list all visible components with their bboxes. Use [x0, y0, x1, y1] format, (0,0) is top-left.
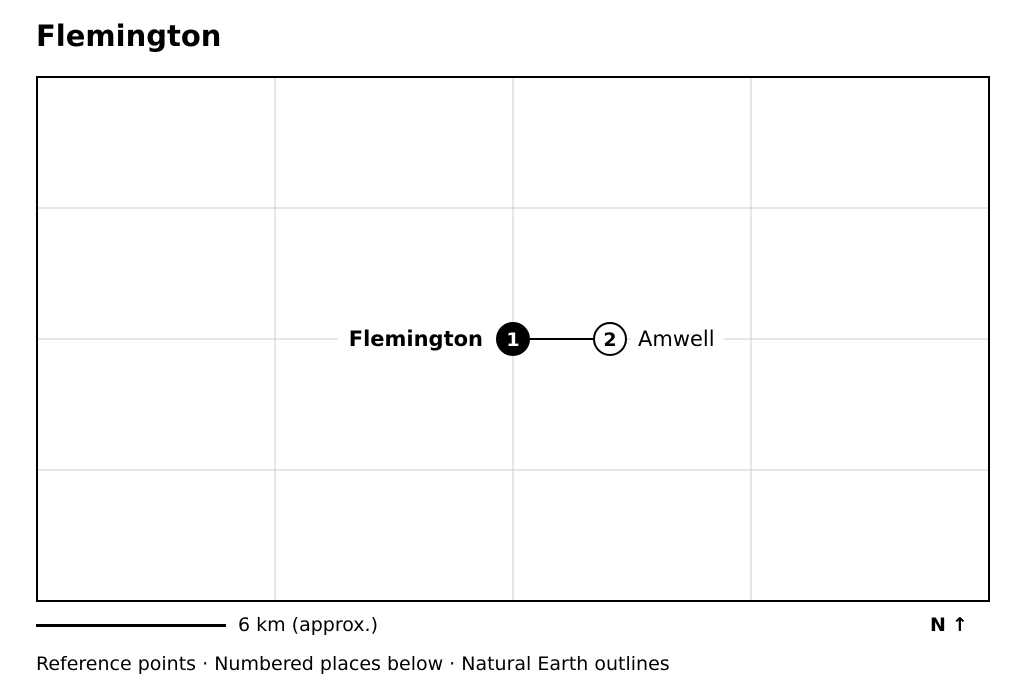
north-indicator: N ↑ — [930, 612, 968, 638]
page-title: Flemington — [36, 19, 222, 53]
label-halo — [338, 322, 498, 356]
place-label-amwell: Amwell — [638, 327, 715, 351]
place-marker-flemington[interactable]: 1 — [496, 322, 530, 356]
map-canvas: 1 Flemington 2 Amwell — [38, 78, 988, 600]
marker-number: 1 — [506, 329, 519, 351]
marker-circle — [593, 322, 627, 356]
map-footer-caption: Reference points · Numbered places below… — [36, 653, 670, 675]
scale-label: 6 km (approx.) — [238, 614, 378, 636]
place-label-flemington: Flemington — [349, 327, 483, 351]
place-marker-amwell[interactable]: 2 — [593, 322, 627, 356]
scale-bar — [36, 624, 226, 627]
label-halo — [630, 322, 724, 356]
north-arrow-icon: ↑ — [951, 614, 968, 636]
marker-number: 2 — [603, 329, 616, 351]
map-frame[interactable]: 1 Flemington 2 Amwell — [36, 76, 990, 602]
marker-circle — [496, 322, 530, 356]
north-letter: N — [930, 614, 946, 636]
